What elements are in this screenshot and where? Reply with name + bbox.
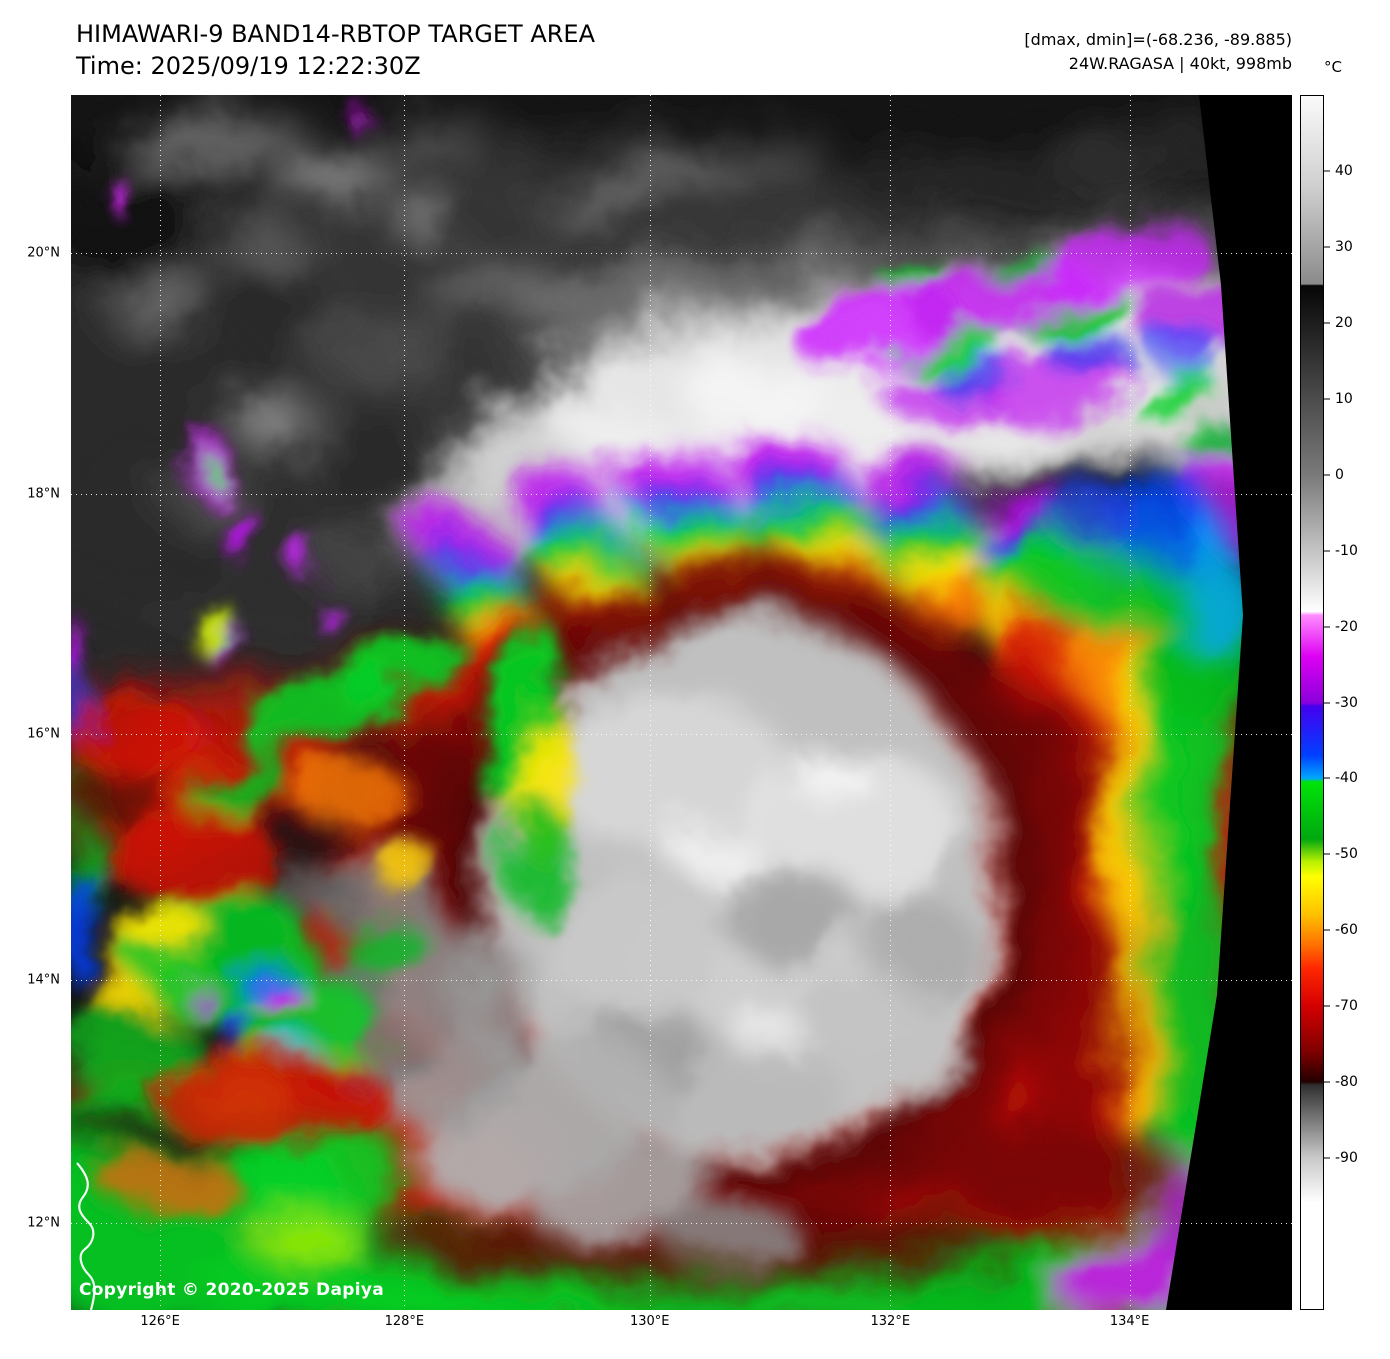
colorbar-tick-mark (1324, 1005, 1330, 1007)
coastline (76, 1162, 96, 1310)
dmax-dmin-readout: [dmax, dmin]=(-68.236, -89.885) (1024, 30, 1292, 49)
colorbar-tick-label: 20 (1335, 314, 1353, 331)
colorbar-tick-label: -30 (1335, 694, 1358, 711)
colorbar-tick-label: 0 (1335, 466, 1344, 483)
colorbar-tick-mark (1324, 626, 1330, 628)
lat-tick-label: 20°N (27, 245, 60, 261)
colorbar: 40 30 20 10 0 -10 -20 -30 -40 -50 -60 -70 -80 -90 (1300, 95, 1388, 1310)
lat-tick-label: 16°N (27, 726, 60, 742)
colorbar-tick-label: -90 (1335, 1150, 1358, 1167)
colorbar-tick-mark (1324, 398, 1330, 400)
colorbar-tick-label: -20 (1335, 618, 1358, 635)
colorbar-tick-label: 30 (1335, 238, 1353, 255)
header: HIMAWARI-9 BAND14-RBTOP TARGET AREA Time… (76, 18, 595, 82)
colorbar-tick-mark (1324, 929, 1330, 931)
lon-tick-label: 134°E (1109, 1314, 1150, 1329)
colorbar-tick-label: 10 (1335, 390, 1353, 407)
product-time: Time: 2025/09/19 12:22:30Z (76, 52, 421, 80)
product-title: HIMAWARI-9 BAND14-RBTOP TARGET AREA (76, 20, 596, 48)
colorbar-tick-mark (1324, 702, 1330, 703)
colorbar-tick-mark (1324, 1157, 1330, 1159)
lon-tick-label: 126°E (140, 1314, 180, 1329)
lat-tick-label: 14°N (27, 972, 60, 988)
colorbar-tick-mark (1324, 322, 1330, 324)
colorbar-tick-label: -60 (1335, 922, 1358, 939)
colorbar-tick-label: -50 (1335, 846, 1358, 863)
colorbar-tick-label: -10 (1335, 542, 1358, 559)
longitude-axis: 126°E 128°E 130°E 132°E 134°E (71, 1314, 1292, 1336)
colorbar-tick-label: 40 (1335, 162, 1353, 179)
colorbar-tick-label: -70 (1335, 998, 1358, 1015)
colorbar-tick-mark (1324, 853, 1330, 855)
colorbar-ticks: 40 30 20 10 0 -10 -20 -30 -40 -50 -60 -70 -80 -90 (1300, 95, 1388, 1310)
lat-tick-label: 18°N (27, 486, 60, 502)
latitude-axis: 20°N 18°N 16°N 14°N 12°N (0, 95, 66, 1310)
lon-tick-label: 128°E (384, 1314, 425, 1329)
colorbar-tick-mark (1324, 170, 1330, 172)
colorbar-tick-mark (1324, 550, 1330, 552)
no-data-region (1166, 95, 1292, 1310)
lon-tick-label: 130°E (629, 1314, 670, 1329)
satellite-scene (71, 95, 1292, 1310)
lat-tick-label: 12°N (27, 1215, 60, 1231)
storm-info: 24W.RAGASA | 40kt, 998mb (1068, 54, 1292, 73)
satellite-map: Copyright © 2020-2025 Dapiya (71, 95, 1292, 1310)
colorbar-tick-label: -40 (1335, 770, 1358, 787)
colorbar-tick-mark (1324, 777, 1330, 779)
colorbar-tick-label: -80 (1335, 1074, 1358, 1091)
colorbar-gradient (1300, 95, 1324, 1310)
info-block: [dmax, dmin]=(-68.236, -89.885) 24W.RAGA… (1024, 28, 1292, 76)
colorbar-unit: °C (1324, 58, 1342, 76)
copyright-watermark: Copyright © 2020-2025 Dapiya (79, 1280, 384, 1300)
colorbar-tick-mark (1324, 246, 1330, 248)
colorbar-tick-mark (1324, 474, 1330, 476)
colorbar-tick-mark (1324, 1081, 1330, 1083)
lon-tick-label: 132°E (870, 1314, 911, 1329)
